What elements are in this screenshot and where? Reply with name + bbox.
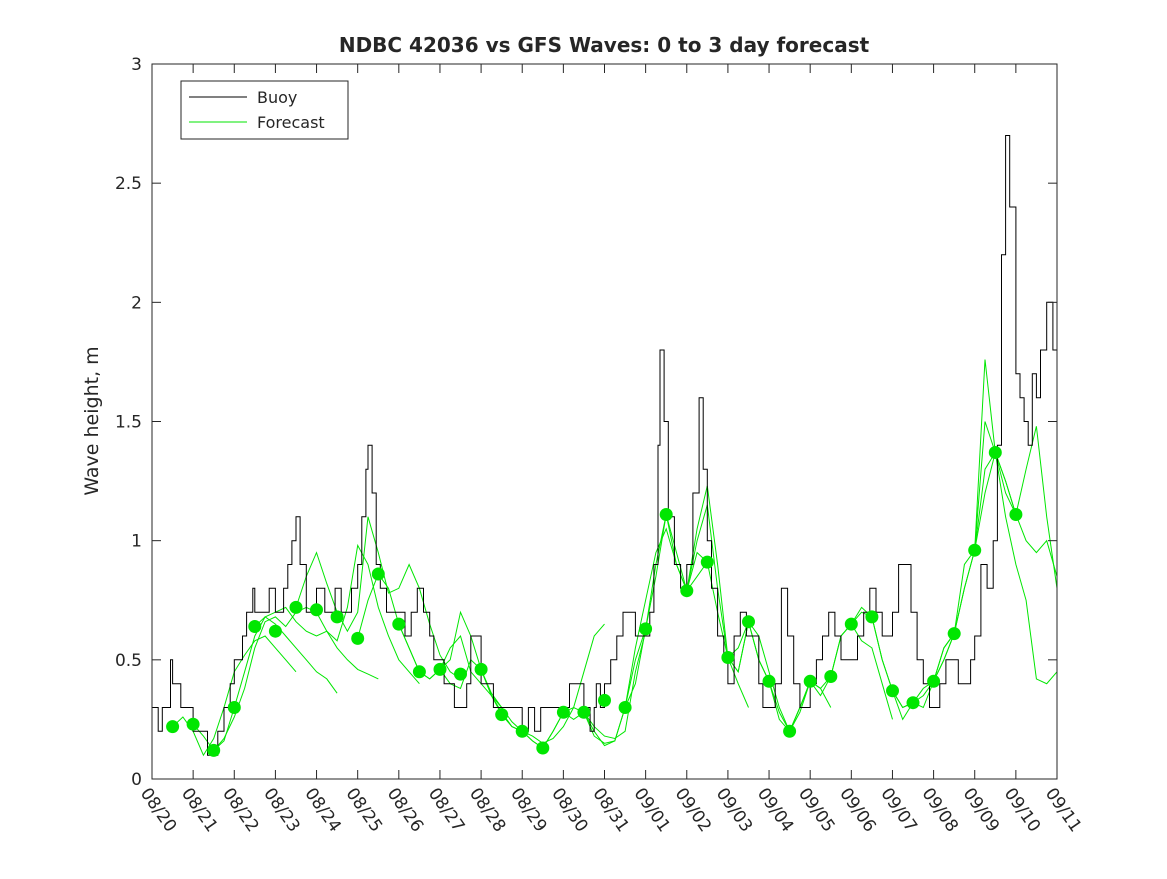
y-tick-label: 3 [131, 55, 142, 75]
forecast-marker [371, 567, 385, 581]
forecast-line-9 [480, 631, 647, 749]
forecast-marker [454, 667, 467, 681]
forecast-marker [721, 651, 735, 664]
y-tick-label: 0 [131, 770, 142, 790]
forecast-marker [556, 705, 570, 719]
forecast-marker [988, 446, 1002, 459]
x-tick-label: 08/28 [465, 784, 509, 836]
x-tick-label: 09/01 [630, 784, 674, 836]
forecast-marker [351, 631, 365, 645]
x-tick-label: 09/04 [753, 784, 797, 836]
forecast-marker [412, 665, 426, 679]
x-tick-label: 08/20 [136, 784, 180, 836]
forecast-line-2 [192, 616, 338, 752]
x-tick-label: 08/22 [218, 784, 262, 836]
y-tick-label: 2.5 [115, 174, 142, 194]
x-tick-label: 09/05 [794, 784, 838, 836]
forecast-marker [700, 555, 714, 569]
forecast-marker [927, 674, 941, 688]
x-tick-label: 09/02 [671, 784, 715, 836]
forecast-marker [207, 743, 221, 757]
x-tick-label: 09/10 [1000, 784, 1044, 836]
x-tick-label: 08/24 [300, 784, 344, 836]
x-tick-label: 09/11 [1041, 784, 1085, 836]
x-tick-label: 08/30 [547, 784, 591, 836]
forecast-marker [1009, 508, 1023, 521]
x-tick-label: 09/09 [959, 784, 1003, 836]
forecast-marker [865, 610, 879, 624]
x-tick-label: 08/26 [383, 784, 427, 836]
forecast-marker [433, 662, 447, 676]
x-tick-label: 08/23 [259, 784, 303, 836]
y-tick-label: 1.5 [115, 413, 142, 433]
forecast-marker [392, 617, 406, 631]
forecast-line-5 [295, 516, 461, 680]
y-tick-label: 2 [131, 293, 142, 313]
forecast-marker [268, 624, 282, 638]
forecast-marker [886, 684, 899, 698]
forecast-marker [166, 720, 180, 734]
forecast-line-16 [850, 451, 1017, 709]
x-tick-label: 08/31 [588, 784, 632, 836]
x-tick-label: 09/03 [712, 784, 756, 836]
forecast-marker [742, 615, 755, 629]
forecast-marker [947, 627, 961, 641]
forecast-marker [762, 674, 776, 688]
chart-title: NDBC 42036 vs GFS Waves: 0 to 3 day fore… [339, 33, 870, 57]
x-tick-label: 09/06 [835, 784, 879, 836]
forecast-marker [906, 696, 920, 710]
forecast-marker [803, 674, 817, 688]
forecast-line-11 [583, 504, 749, 747]
legend-box [180, 80, 349, 140]
forecast-marker [330, 610, 344, 624]
legend: Buoy Forecast [180, 80, 349, 140]
axes: 00.511.522.5308/2008/2108/2208/2308/2408… [115, 55, 1085, 836]
forecast-marker [824, 670, 838, 683]
forecast-line-15 [789, 606, 955, 732]
x-tick-label: 09/07 [876, 784, 920, 836]
forecast-marker [844, 617, 858, 631]
forecast-line-4 [254, 543, 420, 685]
forecast-marker [227, 701, 241, 714]
forecast-marker [598, 693, 611, 707]
forecast-marker [310, 603, 323, 617]
y-axis-label: Wave height, m [81, 346, 103, 495]
forecast-marker [289, 600, 303, 614]
forecast-marker [659, 508, 673, 521]
buoy-line [152, 135, 1057, 756]
forecast-marker [618, 701, 632, 714]
forecast-marker [639, 622, 653, 636]
forecast-line-17 [892, 421, 1058, 721]
forecast-marker [474, 662, 488, 676]
x-tick-label: 08/25 [342, 784, 386, 836]
forecast-line-6 [357, 572, 503, 708]
forecast-marker [577, 705, 591, 719]
legend-buoy-label: Buoy [257, 88, 297, 107]
x-tick-label: 09/08 [917, 784, 961, 836]
x-tick-label: 08/29 [506, 784, 550, 836]
y-tick-label: 0.5 [115, 651, 142, 671]
forecast-marker [680, 584, 694, 598]
forecast-marker [248, 620, 262, 633]
legend-forecast-label: Forecast [257, 113, 325, 132]
forecast-marker [783, 724, 797, 738]
x-tick-label: 08/21 [177, 784, 221, 836]
plot-area [152, 135, 1058, 757]
forecast-marker [186, 717, 200, 731]
axes-box [151, 63, 1058, 780]
forecast-marker [968, 543, 982, 557]
forecast-marker [536, 741, 550, 755]
forecast-marker [515, 724, 529, 738]
forecast-marker [495, 708, 509, 722]
x-tick-label: 08/27 [424, 784, 468, 836]
y-tick-label: 1 [131, 532, 142, 552]
forecast-line-1 [172, 635, 297, 757]
forecast-line-3 [213, 606, 379, 751]
